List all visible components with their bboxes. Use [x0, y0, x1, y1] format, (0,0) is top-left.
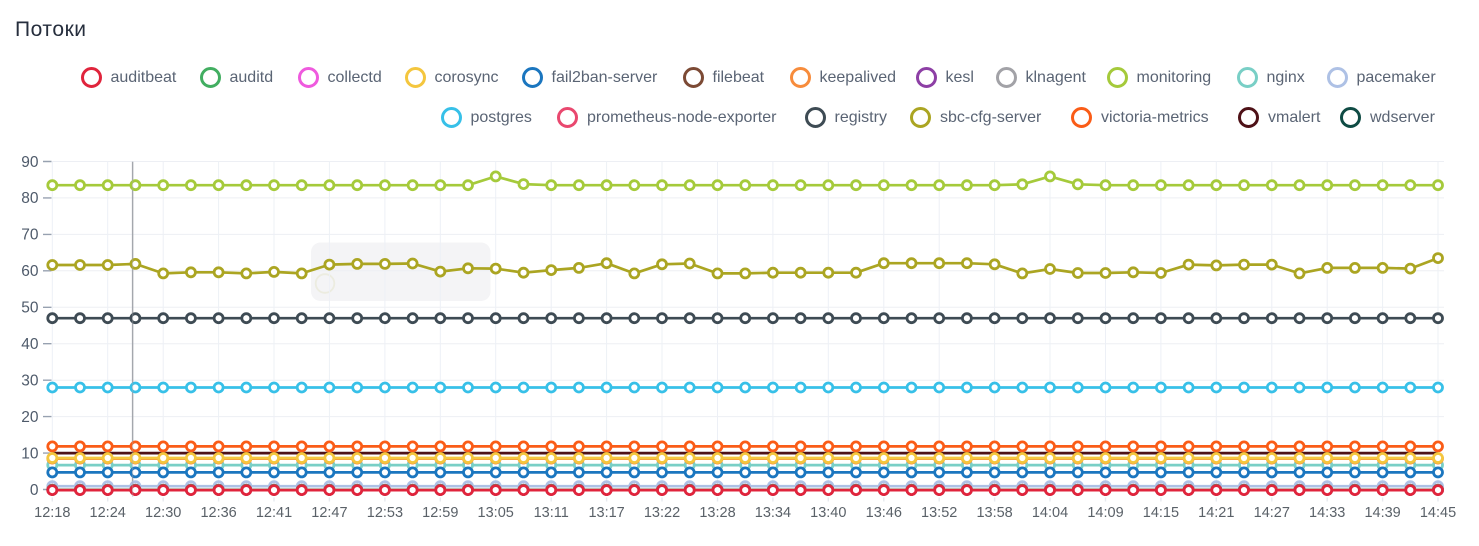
svg-text:80: 80 [21, 190, 39, 207]
svg-text:13:28: 13:28 [699, 505, 735, 521]
svg-text:13:17: 13:17 [588, 505, 624, 521]
svg-text:50: 50 [21, 300, 39, 317]
svg-text:14:39: 14:39 [1364, 505, 1400, 521]
svg-text:12:24: 12:24 [90, 505, 126, 521]
svg-text:12:36: 12:36 [200, 505, 236, 521]
svg-text:10: 10 [21, 445, 39, 462]
svg-text:13:34: 13:34 [755, 505, 791, 521]
svg-text:14:09: 14:09 [1087, 505, 1123, 521]
svg-text:20: 20 [21, 409, 39, 426]
svg-text:12:41: 12:41 [256, 505, 292, 521]
svg-text:14:21: 14:21 [1198, 505, 1234, 521]
svg-text:90: 90 [21, 154, 39, 171]
svg-text:40: 40 [21, 336, 39, 353]
svg-text:13:52: 13:52 [921, 505, 957, 521]
svg-text:12:18: 12:18 [34, 505, 70, 521]
svg-text:13:46: 13:46 [866, 505, 902, 521]
svg-text:14:15: 14:15 [1143, 505, 1179, 521]
svg-text:13:40: 13:40 [810, 505, 846, 521]
svg-text:13:22: 13:22 [644, 505, 680, 521]
svg-text:60: 60 [21, 263, 39, 280]
svg-text:13:05: 13:05 [478, 505, 514, 521]
svg-text:14:45: 14:45 [1420, 505, 1456, 521]
svg-text:12:47: 12:47 [311, 505, 347, 521]
svg-text:12:30: 12:30 [145, 505, 181, 521]
svg-text:13:11: 13:11 [534, 505, 569, 521]
svg-text:0: 0 [30, 482, 39, 499]
svg-text:14:27: 14:27 [1254, 505, 1290, 521]
svg-text:13:58: 13:58 [976, 505, 1012, 521]
svg-text:30: 30 [21, 373, 39, 390]
svg-text:12:59: 12:59 [422, 505, 458, 521]
svg-text:12:53: 12:53 [367, 505, 403, 521]
svg-text:14:33: 14:33 [1309, 505, 1345, 521]
svg-text:14:04: 14:04 [1032, 505, 1068, 521]
svg-text:70: 70 [21, 227, 39, 244]
